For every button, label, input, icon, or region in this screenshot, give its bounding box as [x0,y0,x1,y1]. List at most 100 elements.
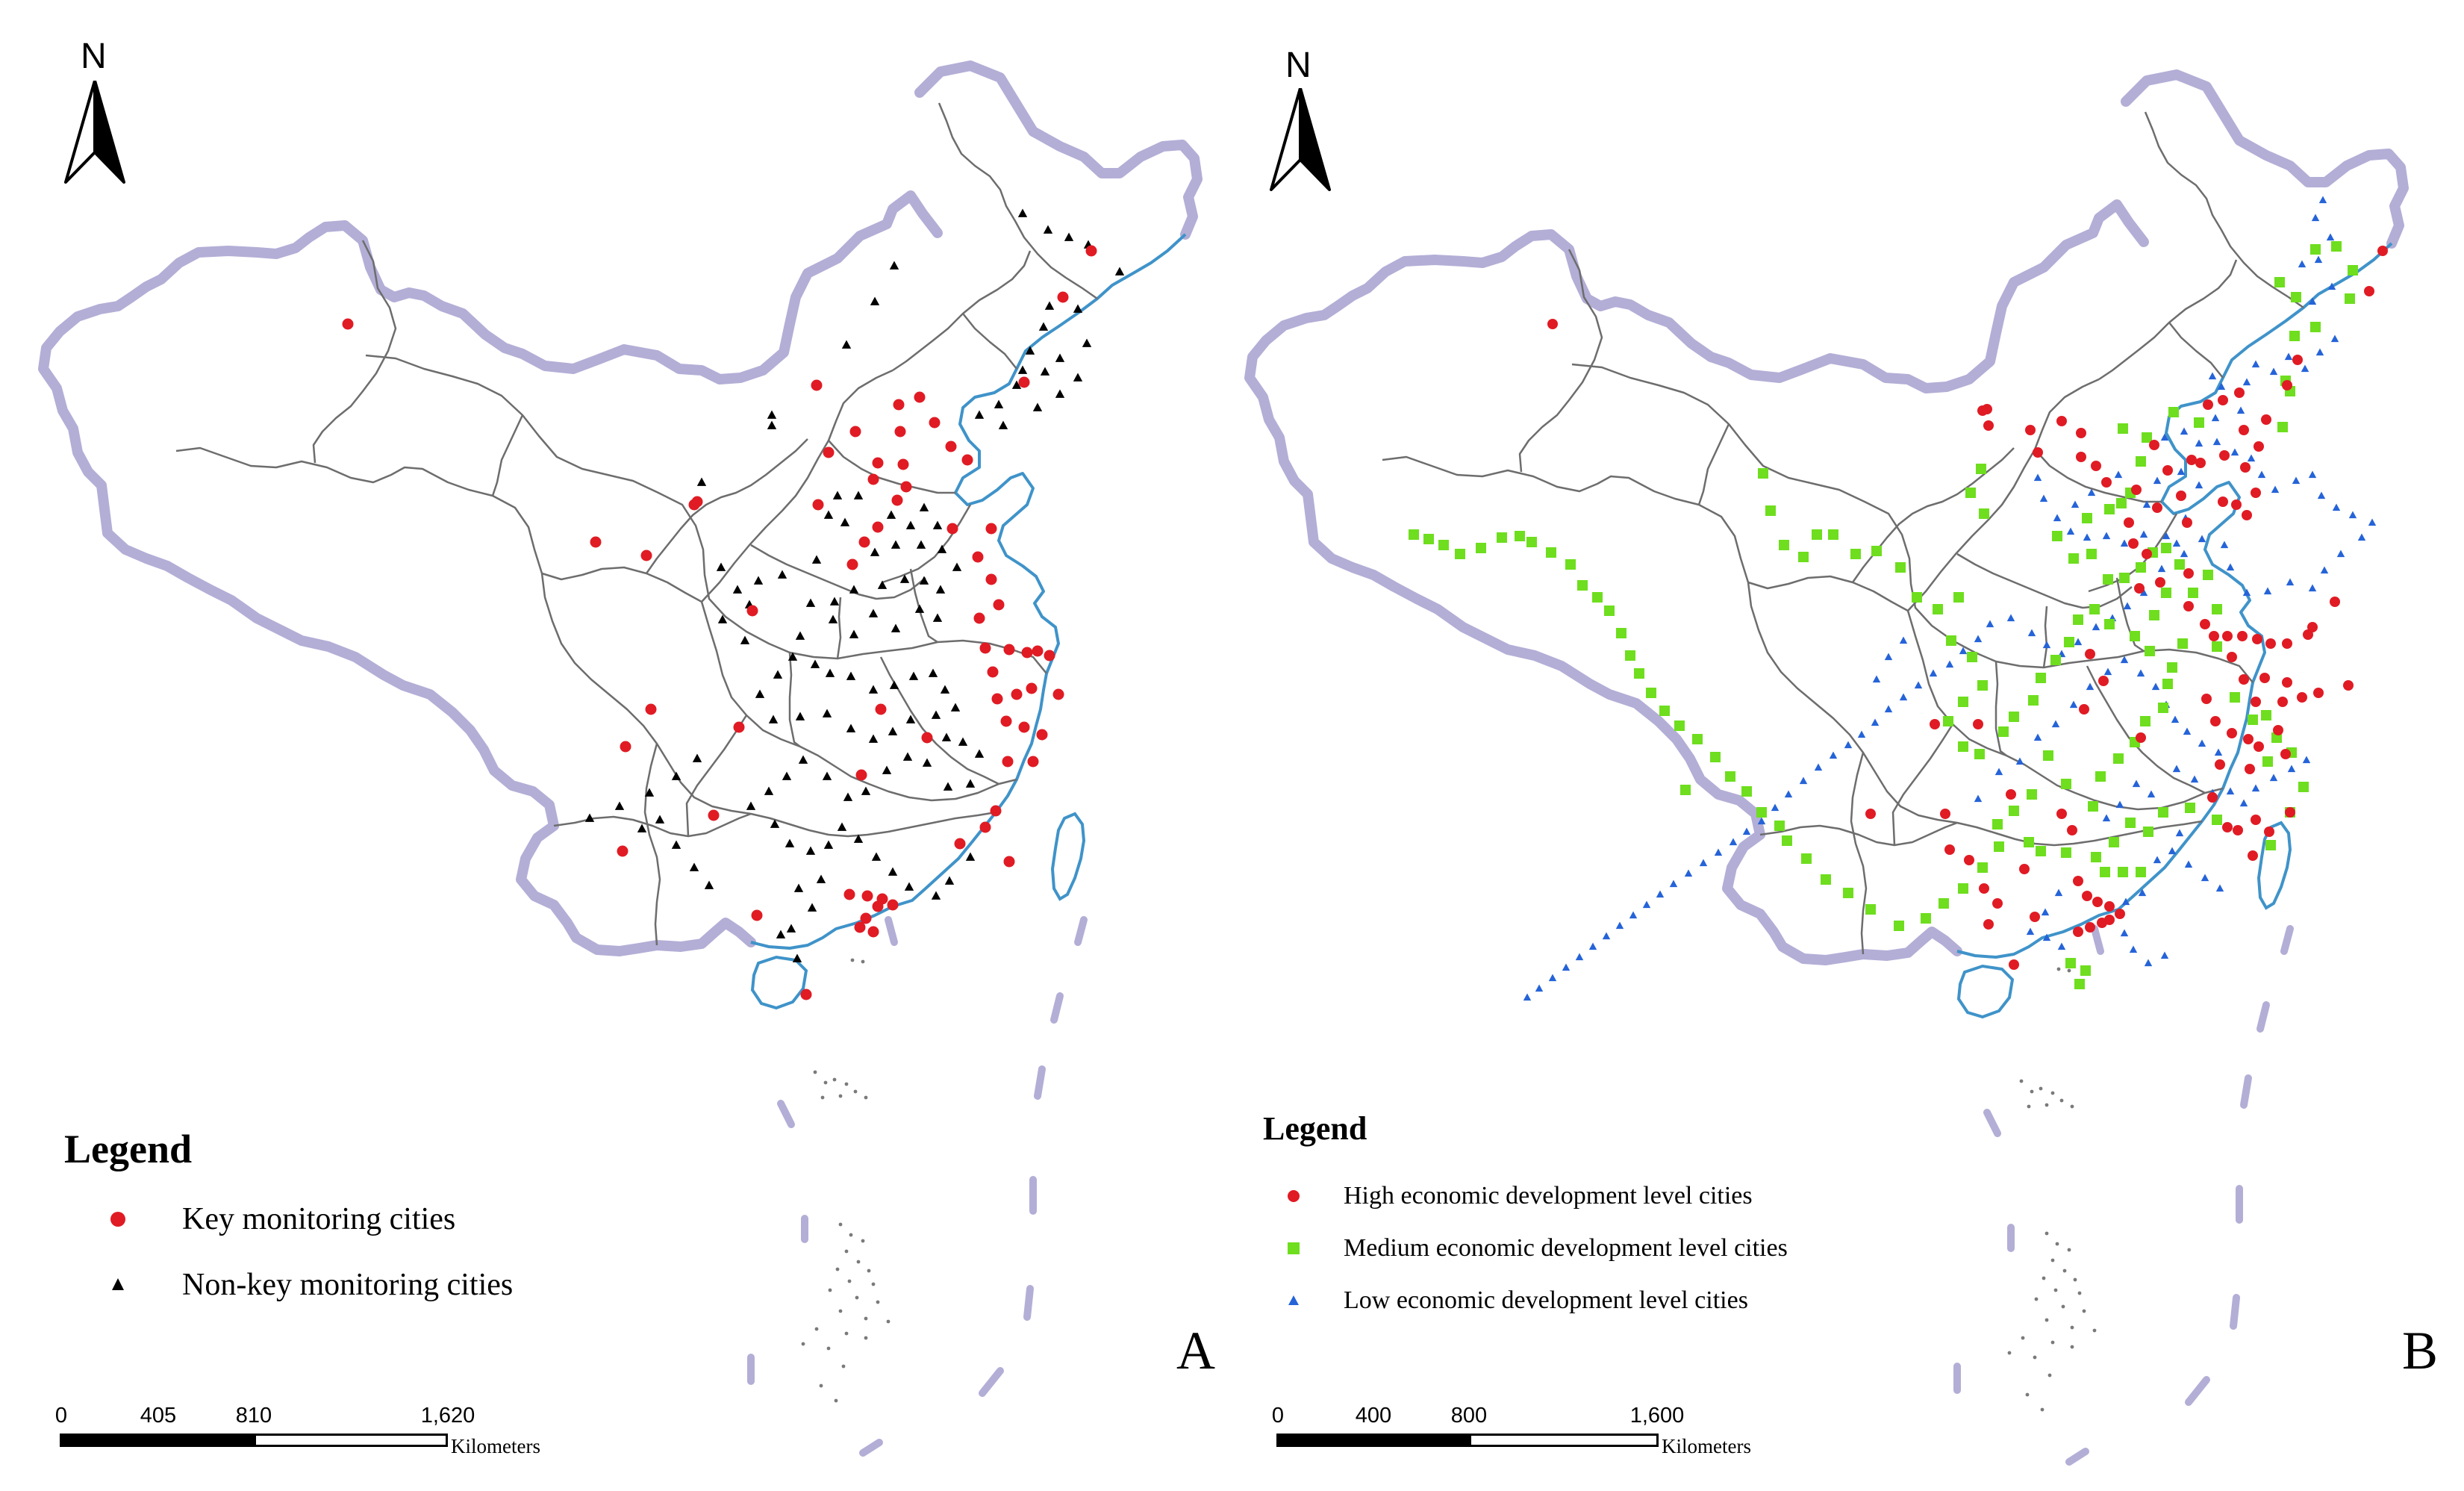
small-island [801,1342,805,1346]
non-key-city-marker [974,410,985,419]
province-boundary [1851,447,2015,583]
province-boundary [879,656,999,785]
medium-development-city-marker [2145,646,2155,656]
medium-development-city-marker [2009,806,2019,816]
medium-development-city-marker [2068,553,2079,564]
medium-development-city-marker [1994,841,2004,852]
key-city-marker [1003,644,1015,656]
high-development-city-marker [1983,919,1994,930]
high-development-city-marker [2242,510,2252,520]
north-label: N [1285,46,1311,85]
medium-development-city-marker [1921,913,1931,924]
low-development-city-marker [2251,360,2260,368]
medium-development-city-marker [1850,549,1861,559]
non-key-city-marker [891,540,901,549]
key-city-marker [872,521,884,533]
low-development-city-marker [2242,588,2251,597]
medium-development-city-marker [1843,888,1853,898]
low-development-city-marker [2057,942,2066,950]
low-development-city-marker [2247,454,2256,462]
key-city-marker [1003,856,1015,868]
low-development-city-marker [2220,541,2229,549]
non-key-city-marker [919,502,929,511]
non-key-city-marker [888,726,898,735]
non-key-city-marker [899,574,910,583]
low-development-city-marker [2051,720,2060,728]
panel-letter: A [1176,1321,1215,1381]
medium-development-city-marker [2082,513,2092,523]
low-development-city-marker [1757,817,1766,825]
small-island [835,1267,840,1271]
non-key-city-marker [805,846,816,855]
low-development-city-marker [2160,433,2169,441]
high-development-city-marker [2067,825,2077,835]
high-development-city-marker [2136,732,2146,743]
low-development-city-marker [1642,900,1651,909]
medium-development-city-marker [2248,715,2258,725]
legend-item-key: Key monitoring cities [103,1201,455,1238]
non-key-city-marker [1011,380,1022,389]
non-key-city-marker [768,715,779,723]
non-key-city-marker [928,668,938,677]
low-development-city-marker [2120,656,2129,664]
medium-development-city-marker [2074,979,2085,989]
province-boundary [1382,455,1750,583]
non-key-city-marker [798,755,808,764]
medium-development-city-marker [1423,534,1434,544]
scale-tick: 1,600 [1629,1404,1685,1428]
high-development-city-marker [2186,455,2197,465]
non-key-city-marker [689,862,699,871]
low-development-city-marker [1729,838,1738,846]
non-key-city-marker [849,629,859,638]
medium-development-city-marker [2140,716,2150,726]
non-key-city-marker [853,834,864,843]
low-development-city-marker [1742,827,1751,835]
non-key-city-marker [764,786,774,795]
high-development-city-marker [2076,452,2086,462]
medium-development-city-marker [2194,417,2204,428]
non-key-city-marker [805,598,816,607]
medium-development-city-marker [1782,835,1792,846]
north-label: N [81,37,107,76]
high-development-city-marker [2091,461,2101,471]
non-key-city-marker [787,652,798,661]
non-key-city-marker [810,659,820,668]
medium-development-city-marker [1801,853,1812,864]
small-island [814,1327,819,1331]
province-boundary [938,102,1098,300]
maritime-boundary-dash [2240,1074,2252,1109]
high-development-city-marker [2307,622,2318,632]
high-development-city-marker [2128,538,2139,549]
low-development-city-marker [2226,563,2235,571]
medium-development-city-marker [2265,840,2276,850]
non-key-city-marker [1032,402,1043,411]
small-island [832,1077,837,1082]
non-key-city-marker [931,891,941,900]
medium-development-city-marker [1756,807,1767,818]
high-development-city-marker [2264,827,2274,837]
small-island [2055,1242,2059,1246]
non-key-city-marker [870,296,880,305]
medium-development-city-marker [1625,650,1635,661]
non-key-city-marker [776,930,786,939]
small-island [844,1249,849,1254]
province-boundary [541,566,702,603]
medium-development-city-marker [2052,531,2062,541]
key-city-marker [914,391,926,403]
scale-tick: 800 [1450,1404,1488,1428]
north-arrow-icon [64,81,125,184]
high-development-city-marker [2019,864,2030,874]
small-island [2061,1304,2065,1309]
small-island [2050,1340,2055,1345]
scale-bar-open [1469,1434,1659,1447]
small-island [2040,1407,2045,1412]
low-development-city-marker [2041,908,2050,916]
small-island [861,1239,865,1243]
medium-development-city-marker [2261,710,2271,720]
high-development-city-marker [2195,458,2206,468]
medium-development-city-marker [2086,549,2097,559]
medium-development-city-marker [1933,604,1943,614]
non-key-city-marker [922,758,932,767]
low-development-city-marker [2271,485,2280,494]
province-boundary [1956,552,2133,609]
